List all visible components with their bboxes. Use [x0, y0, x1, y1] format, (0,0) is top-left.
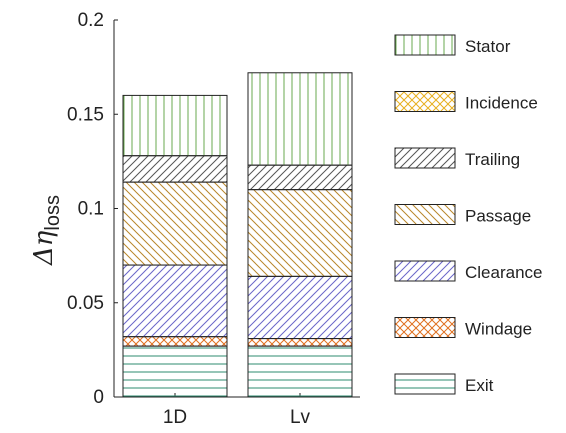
legend-label-stator: Stator [465, 37, 511, 56]
bar-segment-trailing-1d [122, 155, 228, 183]
y-axis-label: Δηloss [29, 195, 64, 266]
legend-swatch-passage [394, 204, 456, 225]
y-axis-label-symbol: Δη [29, 230, 59, 266]
bar-segment-passage-1d [122, 181, 228, 266]
y-tick-label: 0.05 [67, 293, 104, 314]
y-axis-label-subscript: loss [42, 195, 64, 231]
bar-segment-stator-lv [247, 72, 353, 166]
legend-swatch-exit [394, 373, 456, 395]
legend-label-trailing: Trailing [465, 150, 520, 169]
bar-segment-windage-lv [247, 338, 353, 347]
legend: Stator Incidence Trailing Passage Clearance W… [394, 34, 543, 395]
y-tick-label: 0 [93, 387, 104, 408]
bar-segment-exit-1d [122, 345, 228, 398]
bar-segment-windage-1d [122, 336, 228, 347]
bar-segment-trailing-lv [247, 164, 353, 191]
legend-swatch-clearance [394, 260, 456, 282]
y-tick-label: 0.2 [78, 10, 104, 31]
legend-label-clearance: Clearance [465, 263, 543, 282]
axes: 0 0.05 0.1 0.15 0.2 1D Lv [67, 10, 360, 428]
y-tick-label: 0.15 [67, 104, 104, 125]
y-tick-label: 0.1 [78, 199, 104, 220]
legend-swatch-incidence [394, 91, 456, 112]
bar-segment-clearance-lv [247, 275, 353, 340]
legend-label-exit: Exit [465, 376, 494, 395]
legend-swatch-windage [394, 317, 456, 338]
legend-swatch-stator [394, 34, 456, 56]
bar-segment-stator-1d [122, 94, 228, 157]
x-tick-label: Lv [290, 407, 311, 428]
bars [122, 72, 353, 398]
legend-label-windage: Windage [465, 320, 532, 339]
bar-segment-clearance-1d [122, 264, 228, 338]
legend-swatch-trailing [394, 147, 456, 169]
x-tick-label: 1D [163, 407, 187, 428]
legend-label-incidence: Incidence [465, 94, 538, 113]
bar-segment-passage-lv [247, 189, 353, 277]
legend-label-passage: Passage [465, 207, 531, 226]
bar-segment-exit-lv [247, 345, 353, 398]
